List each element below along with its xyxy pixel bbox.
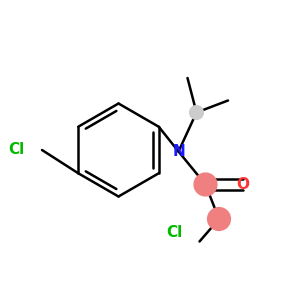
Text: Cl: Cl: [166, 225, 182, 240]
Circle shape: [208, 208, 230, 230]
Circle shape: [190, 106, 203, 119]
Text: Cl: Cl: [8, 142, 25, 158]
Circle shape: [194, 173, 217, 196]
Text: O: O: [236, 177, 250, 192]
Text: N: N: [172, 144, 185, 159]
